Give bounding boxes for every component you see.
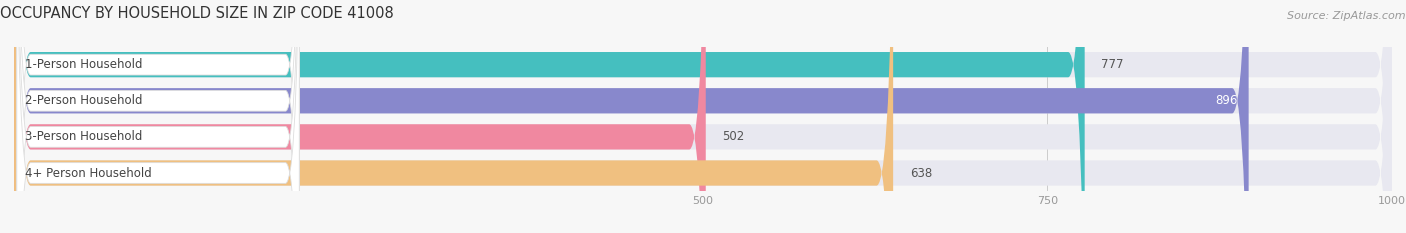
FancyBboxPatch shape: [14, 0, 1392, 233]
Text: 502: 502: [723, 130, 745, 143]
FancyBboxPatch shape: [14, 0, 1249, 233]
Text: 2-Person Household: 2-Person Household: [25, 94, 142, 107]
FancyBboxPatch shape: [14, 0, 1392, 233]
Text: OCCUPANCY BY HOUSEHOLD SIZE IN ZIP CODE 41008: OCCUPANCY BY HOUSEHOLD SIZE IN ZIP CODE …: [0, 6, 394, 21]
FancyBboxPatch shape: [14, 0, 1392, 233]
FancyBboxPatch shape: [17, 0, 299, 233]
Text: 638: 638: [910, 167, 932, 179]
FancyBboxPatch shape: [14, 0, 706, 233]
Text: 896: 896: [1215, 94, 1237, 107]
FancyBboxPatch shape: [17, 0, 299, 233]
FancyBboxPatch shape: [14, 0, 1392, 233]
Text: 1-Person Household: 1-Person Household: [25, 58, 142, 71]
Text: 4+ Person Household: 4+ Person Household: [25, 167, 152, 179]
FancyBboxPatch shape: [14, 0, 893, 233]
FancyBboxPatch shape: [17, 0, 299, 233]
FancyBboxPatch shape: [14, 0, 1084, 233]
Text: 777: 777: [1101, 58, 1123, 71]
Text: Source: ZipAtlas.com: Source: ZipAtlas.com: [1286, 10, 1406, 21]
Text: 3-Person Household: 3-Person Household: [25, 130, 142, 143]
FancyBboxPatch shape: [17, 0, 299, 233]
